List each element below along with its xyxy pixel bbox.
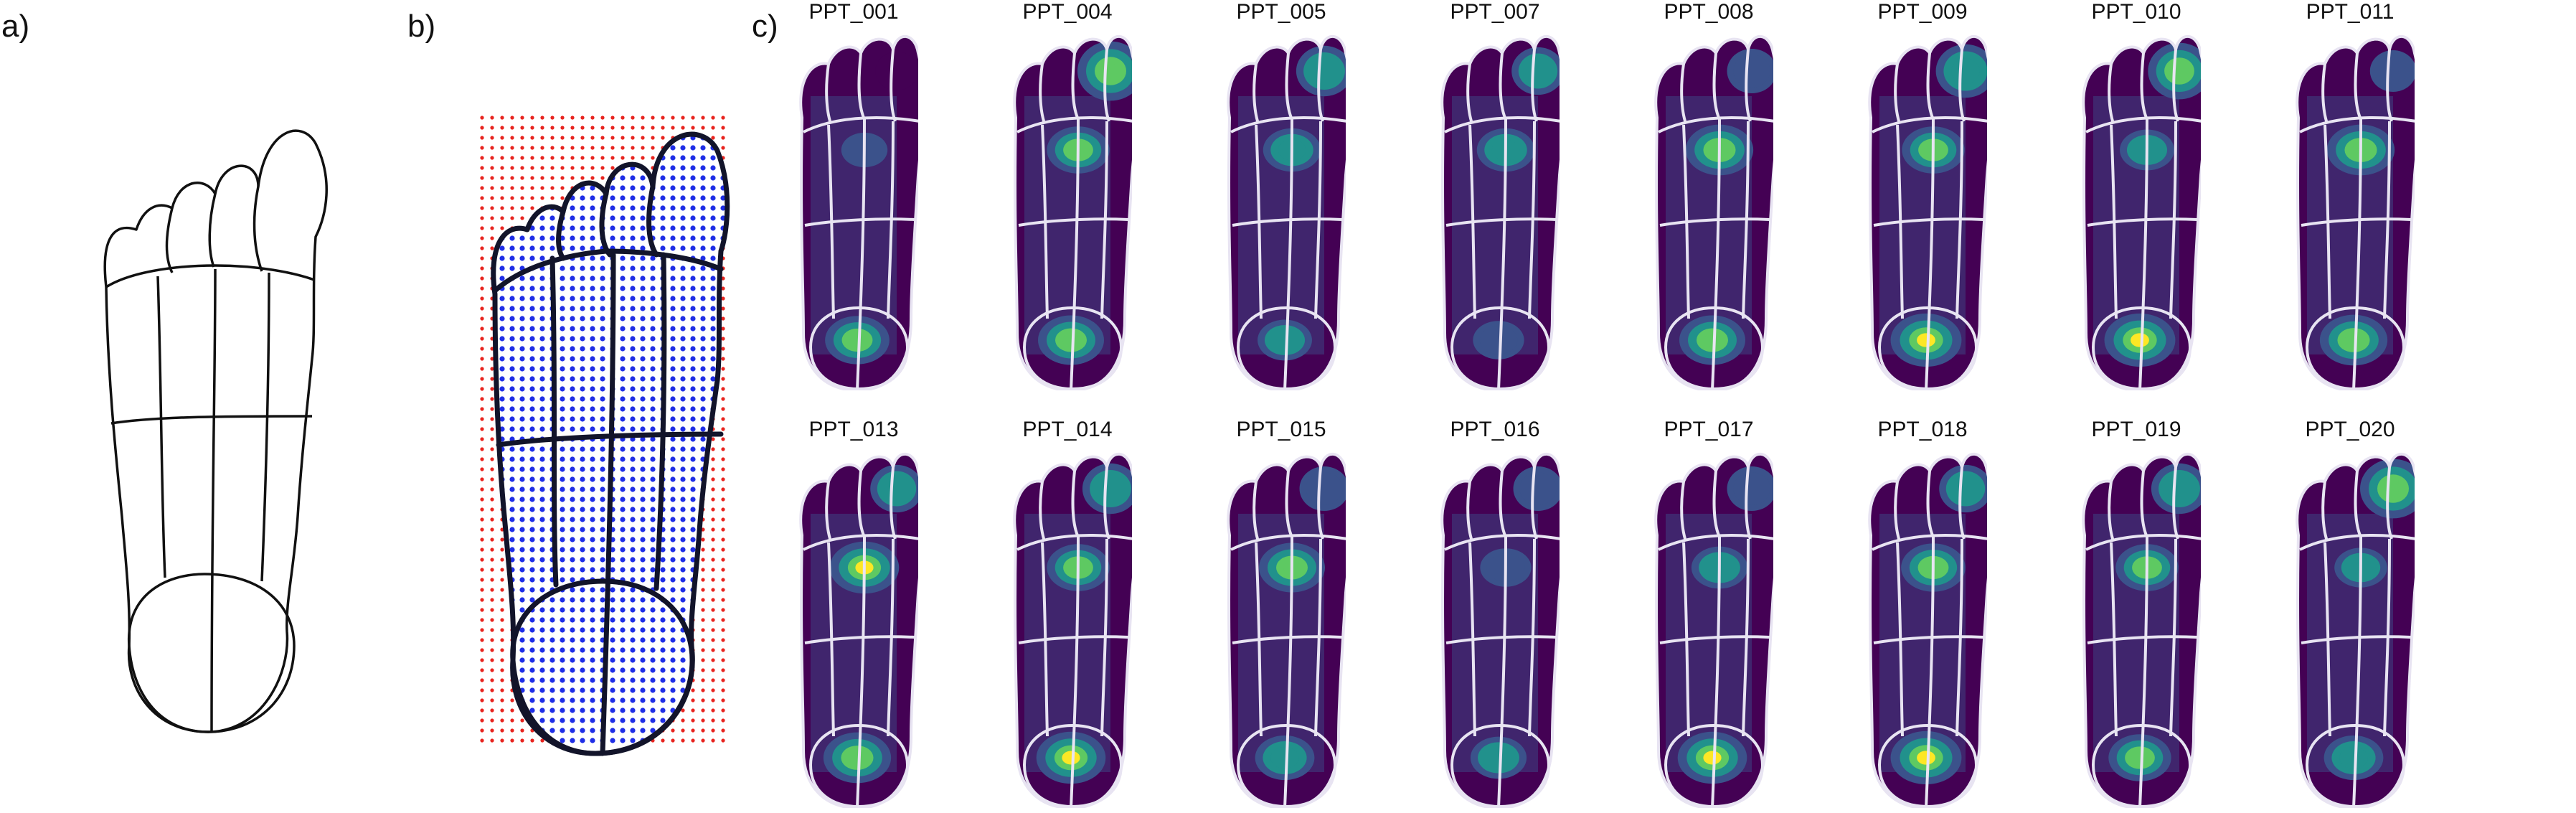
participant-label: PPT_017 (1664, 418, 1754, 441)
participant-label: PPT_001 (808, 0, 899, 24)
toe-3 (208, 193, 217, 268)
participant-label: PPT_009 (1877, 0, 1968, 24)
toe-b4 (646, 184, 659, 258)
pressure-heatmap (1654, 34, 1773, 390)
pressure-heatmap (1013, 34, 1132, 390)
pressure-heatmap (1868, 34, 1987, 390)
foot-regions-outline (103, 129, 328, 733)
participant-label: PPT_011 (2306, 0, 2395, 24)
midfoot-line (110, 415, 313, 425)
participant-label: PPT_008 (1664, 0, 1754, 24)
participant-label: PPT_018 (1877, 418, 1968, 441)
participant-label: PPT_014 (1022, 418, 1113, 441)
pressure-heatmap (2082, 452, 2201, 808)
toe-line (105, 264, 315, 288)
pressure-heatmap (1868, 452, 1987, 808)
heel-circle (128, 573, 296, 733)
ray-line-2 (210, 268, 217, 733)
participant-label: PPT_005 (1236, 0, 1326, 24)
pressure-heatmap (1227, 34, 1346, 390)
participant-label: PPT_016 (1450, 418, 1540, 441)
pressure-heatmap (1440, 452, 1560, 808)
ray-line-b1 (549, 255, 559, 588)
participant-label: PPT_004 (1022, 0, 1113, 24)
participant-label: PPT_020 (2305, 418, 2395, 441)
toe-2 (165, 207, 174, 273)
participant-label: PPT_007 (1450, 0, 1540, 24)
ray-line-b3 (654, 252, 667, 591)
pressure-heatmap (1013, 452, 1132, 808)
participant-label: PPT_019 (2091, 418, 2181, 441)
participant-label: PPT_010 (2091, 0, 2181, 24)
pressure-heatmap (1227, 452, 1346, 808)
ray-line-3 (260, 272, 270, 582)
participant-label: PPT_013 (808, 418, 899, 441)
toe-4 (253, 186, 263, 272)
sensor-grid-diagram (480, 116, 732, 756)
pressure-heatmap (1440, 34, 1560, 390)
toe-b3 (599, 191, 613, 258)
pressure-heatmap (2296, 34, 2415, 390)
pressure-heatmap (2296, 452, 2415, 808)
toe-b2 (556, 209, 566, 261)
heel-circle-b (510, 578, 695, 756)
pressure-heatmap (799, 452, 918, 808)
participant-label: PPT_015 (1236, 418, 1326, 441)
toe-line-b (492, 248, 724, 293)
pressure-heatmap (2082, 34, 2201, 390)
panel-label-c: c) (752, 9, 778, 44)
pressure-heatmap (1654, 452, 1773, 808)
ray-line-b2 (600, 252, 616, 756)
pressure-heatmap (799, 34, 918, 390)
ray-line-1 (156, 276, 166, 578)
panel-label-b: b) (407, 9, 436, 44)
panel-label-a: a) (1, 9, 30, 44)
midfoot-line-b (496, 431, 724, 448)
